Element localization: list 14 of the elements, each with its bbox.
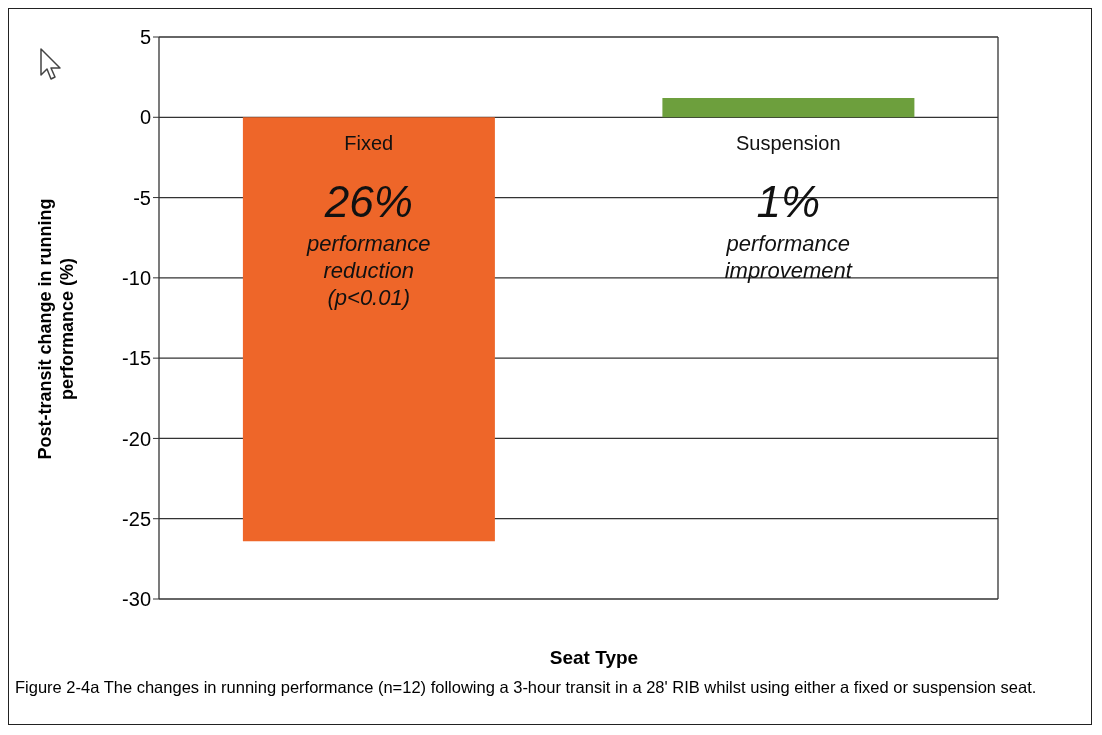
x-tick-label: Suspension xyxy=(735,132,841,155)
caption: Figure 2-4a The changes in running performance (n=12) following a 3-hour transit in a 28' RIB whilst using either a fixed or suspension seat. xyxy=(15,677,1038,698)
y-axis-title: Post-transit change in running performance (%) xyxy=(34,197,78,462)
y-tick-label: 5 xyxy=(139,26,151,49)
y-tick-label: -20 xyxy=(122,427,151,450)
y-tick-label: -5 xyxy=(133,186,151,209)
annotation: 26% performance reduction (p<0.01) xyxy=(305,177,431,311)
y-tick-label: -15 xyxy=(122,347,151,370)
y-tick-label: -25 xyxy=(122,507,151,530)
y-tick-label: 0 xyxy=(139,106,151,129)
y-tick-label: -30 xyxy=(122,588,151,611)
x-axis-title: Seat Type xyxy=(548,647,640,669)
x-tick-label: Fixed xyxy=(344,132,394,155)
y-tick-label: -10 xyxy=(122,266,151,289)
